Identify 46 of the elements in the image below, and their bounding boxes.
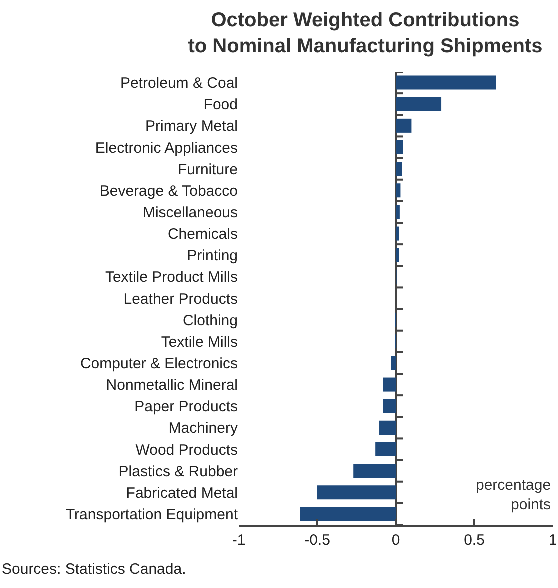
x-tick-label: -0.5 (304, 532, 330, 549)
y-tick-label: Paper Products (134, 398, 238, 416)
y-tick-label: Machinery (168, 420, 238, 438)
y-tick-label: Printing (187, 248, 238, 265)
y-tick-label: Plastics & Rubber (118, 463, 238, 480)
y-tick-label: Textile Mills (161, 334, 238, 351)
bar (383, 399, 396, 414)
bar (396, 97, 442, 112)
y-tick-label: Furniture (178, 161, 238, 178)
y-tick-label: Miscellaneous (142, 204, 238, 222)
bar (396, 205, 400, 220)
y-tick-label: Leather Products (124, 290, 238, 308)
bar (396, 118, 412, 133)
y-tick-label: Fabricated Metal (126, 484, 238, 502)
y-tick-label: Primary Metal (145, 118, 238, 136)
bar (396, 140, 404, 155)
x-tick-label: 1 (548, 532, 558, 549)
x-tick-label: 0 (392, 532, 400, 549)
y-tick-label: Wood Products (136, 442, 238, 459)
y-tick-label: Textile Product Mills (105, 269, 238, 286)
chart-title: October Weighted Contributions to Nominal Manufacturing Shipments (188, 9, 543, 58)
x-tick-label: -1 (232, 532, 246, 549)
bar (396, 248, 400, 262)
bar (354, 464, 396, 478)
y-tick-label: Food (204, 96, 238, 114)
bar (396, 184, 401, 198)
bar (396, 76, 496, 90)
y-tick-label: Transportation Equipment (66, 506, 239, 524)
bar (380, 420, 396, 435)
y-tick-label: Electronic Appliances (95, 140, 238, 157)
bar (383, 378, 396, 392)
bar (396, 226, 400, 241)
annotation: percentage points (476, 477, 552, 514)
y-tick-label: Nonmetallic Mineral (106, 377, 238, 394)
y-tick-label: Clothing (182, 312, 238, 330)
bar (300, 507, 396, 522)
bar (318, 486, 396, 500)
source-note: Sources: Statistics Canada. (2, 561, 186, 578)
y-tick-label: Petroleum & Coal (120, 75, 238, 92)
y-tick-label: Beverage & Tobacco (100, 182, 238, 200)
x-tick-label: 0.5 (464, 532, 485, 549)
bar (391, 356, 396, 370)
y-tick-label: Computer & Electronics (80, 355, 238, 372)
y-tick-label: Chemicals (168, 226, 238, 244)
bar (376, 442, 396, 457)
bar (396, 162, 402, 176)
